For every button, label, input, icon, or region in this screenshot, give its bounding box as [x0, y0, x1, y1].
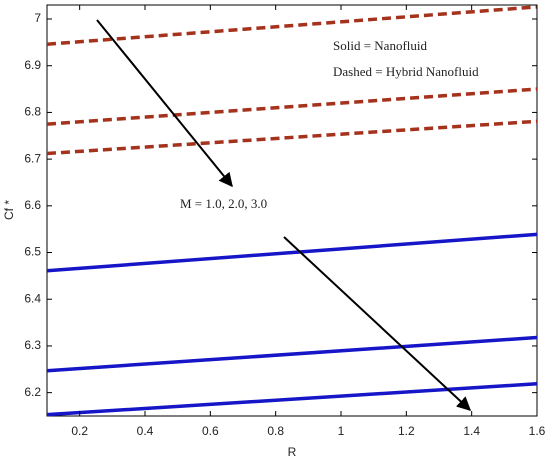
- y-tick-label: 6.7: [24, 151, 41, 165]
- y-tick-label: 6.8: [24, 105, 41, 119]
- x-tick-label: 1.4: [463, 424, 480, 438]
- annotation: M = 1.0, 2.0, 3.0: [180, 196, 267, 211]
- annotation: Dashed = Hybrid Nanofluid: [333, 64, 479, 79]
- x-tick-label: 0.8: [267, 424, 284, 438]
- series-line: [46, 119, 538, 156]
- marks: [46, 5, 538, 417]
- series-line: [46, 232, 538, 273]
- plot-frame: [46, 4, 538, 417]
- x-tick-label: 0.2: [71, 424, 88, 438]
- series-line: [46, 87, 538, 126]
- y-tick-label: 6.5: [24, 245, 41, 259]
- x-tick-label: 1.6: [529, 424, 546, 438]
- arrow: [96, 19, 233, 188]
- y-tick-label: 6.6: [24, 198, 41, 212]
- x-axis-label: R: [288, 445, 297, 459]
- series-line: [46, 382, 538, 417]
- series-line: [46, 5, 538, 46]
- y-tick-label: 6.4: [24, 291, 41, 305]
- y-tick-label: 6.9: [24, 58, 41, 72]
- y-tick-label: 7: [34, 11, 41, 25]
- arrow: [283, 236, 472, 411]
- y-tick-label: 6.2: [24, 385, 41, 399]
- x-tick-label: 1: [338, 424, 345, 438]
- x-tick-label: 0.4: [137, 424, 154, 438]
- series-line: [46, 335, 538, 373]
- x-tick-label: 0.6: [202, 424, 219, 438]
- y-tick-label: 6.3: [24, 338, 41, 352]
- x-tick-label: 1.2: [398, 424, 415, 438]
- annotation: Solid = Nanofluid: [333, 38, 427, 53]
- y-axis-label: Cf *: [2, 200, 16, 220]
